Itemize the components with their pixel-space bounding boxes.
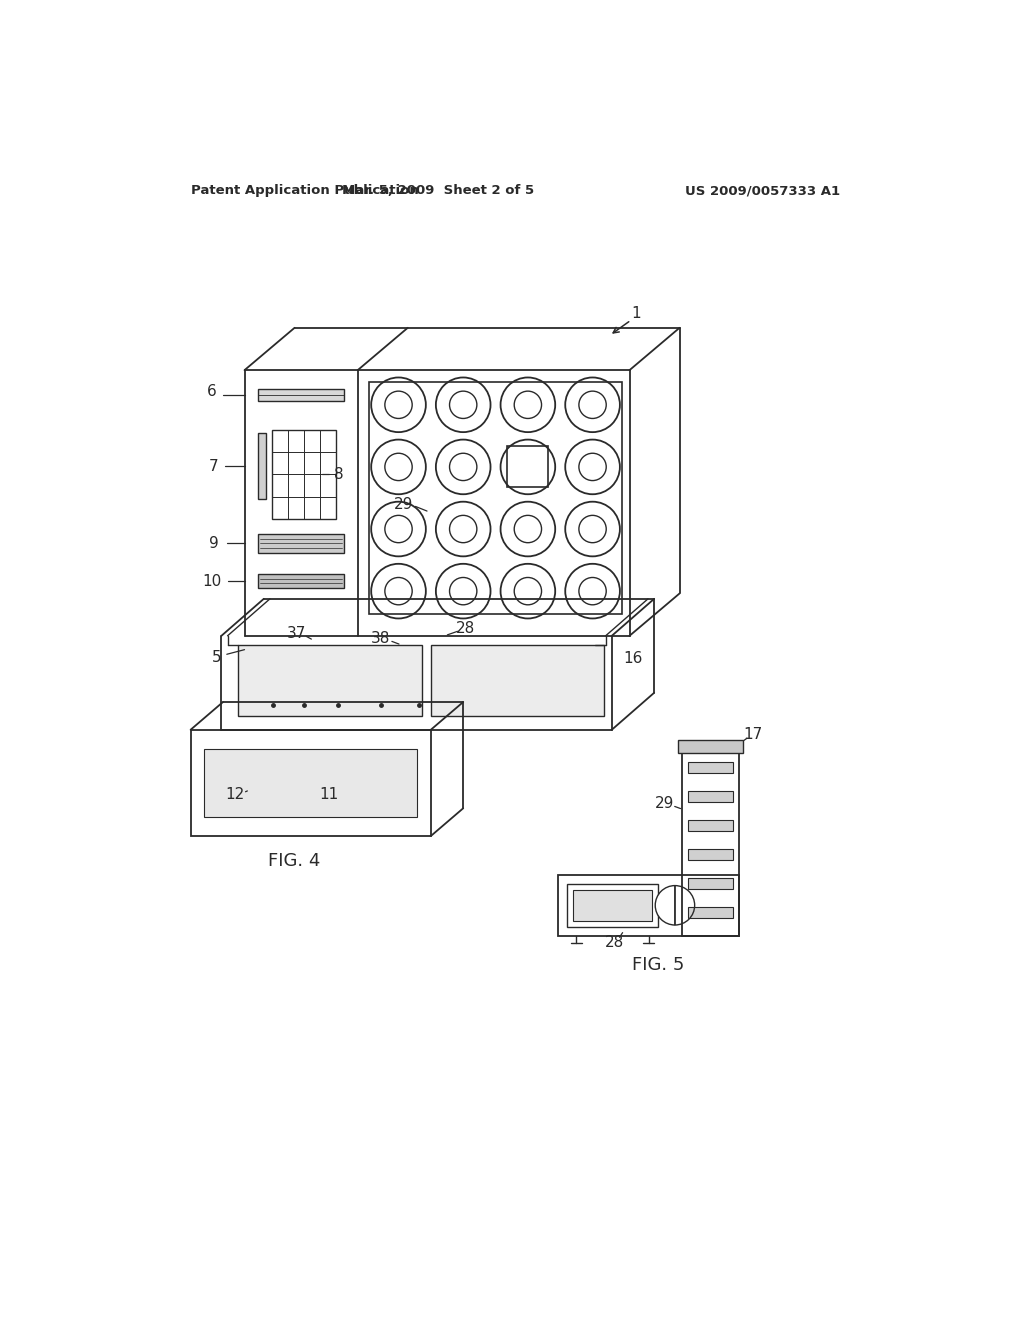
- Wedge shape: [655, 886, 675, 925]
- Text: 7: 7: [209, 459, 218, 474]
- Bar: [190, 730, 431, 836]
- Text: 38: 38: [371, 631, 390, 645]
- Bar: [272, 430, 336, 519]
- Text: 8: 8: [334, 466, 343, 482]
- Bar: [688, 791, 733, 801]
- Bar: [370, 381, 622, 614]
- Text: 1: 1: [632, 306, 641, 322]
- Bar: [688, 907, 733, 917]
- Text: 12: 12: [225, 787, 244, 803]
- Bar: [258, 433, 266, 499]
- Text: 5: 5: [212, 649, 221, 665]
- Text: 29: 29: [394, 498, 414, 512]
- Bar: [678, 739, 742, 752]
- Text: US 2009/0057333 A1: US 2009/0057333 A1: [685, 185, 840, 197]
- Text: FIG. 4: FIG. 4: [268, 851, 321, 870]
- Bar: [567, 884, 658, 927]
- Text: 29: 29: [654, 796, 674, 812]
- Text: 17: 17: [743, 727, 762, 742]
- Text: Patent Application Publication: Patent Application Publication: [190, 185, 419, 197]
- Bar: [688, 762, 733, 772]
- Bar: [205, 748, 417, 817]
- Text: 11: 11: [319, 787, 339, 803]
- Bar: [258, 574, 344, 589]
- Text: FIG. 5: FIG. 5: [632, 957, 684, 974]
- Text: 28: 28: [604, 935, 624, 950]
- Bar: [688, 878, 733, 888]
- Text: 10: 10: [203, 574, 222, 589]
- Bar: [239, 645, 422, 715]
- Text: Mar. 5, 2009  Sheet 2 of 5: Mar. 5, 2009 Sheet 2 of 5: [342, 185, 535, 197]
- Text: 37: 37: [287, 626, 306, 642]
- Bar: [682, 743, 739, 936]
- Bar: [507, 446, 549, 487]
- Bar: [688, 849, 733, 859]
- Text: 9: 9: [209, 536, 218, 550]
- Bar: [258, 535, 344, 553]
- Text: 16: 16: [624, 651, 643, 667]
- Text: 6: 6: [207, 384, 216, 399]
- Bar: [688, 820, 733, 830]
- Text: 28: 28: [456, 620, 475, 636]
- Bar: [573, 890, 652, 921]
- Bar: [558, 874, 739, 936]
- Bar: [258, 388, 344, 401]
- Bar: [431, 645, 604, 715]
